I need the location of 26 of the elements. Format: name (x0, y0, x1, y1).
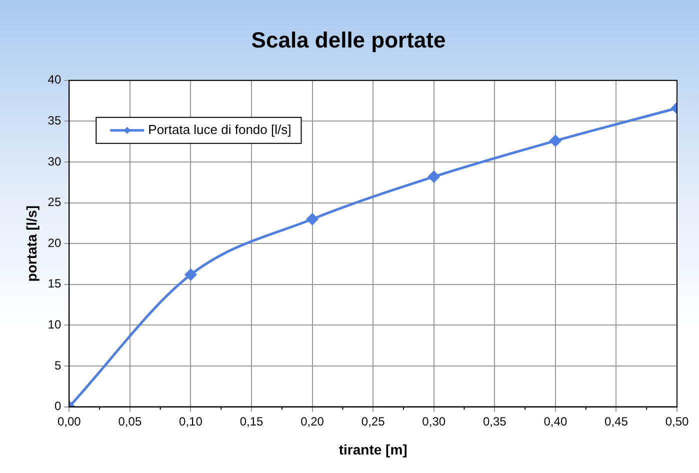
y-tick-label: 35 (48, 114, 62, 128)
x-tick-label: 0,10 (179, 414, 203, 428)
point (428, 170, 440, 182)
point (306, 213, 318, 225)
x-tick-label: 0,35 (482, 414, 507, 428)
x-tick-label: 0,00 (57, 414, 82, 428)
x-tick-label: 0,30 (422, 414, 446, 428)
y-axis-title: portata [l/s] (23, 205, 40, 282)
x-tick-label: 0,15 (240, 414, 264, 428)
chart-title: Scala delle portate (251, 27, 446, 52)
y-tick-label: 25 (48, 195, 62, 210)
x-tick-label: 0,05 (118, 414, 142, 428)
x-tick-label: 0,20 (300, 414, 324, 428)
legend-label: Portata luce di fondo [l/s] (148, 122, 292, 137)
x-tick-label: 0,50 (665, 414, 689, 428)
x-axis-title: tirante [m] (338, 441, 408, 458)
x-tick-label: 0,45 (604, 414, 628, 428)
y-tick-label: 5 (54, 358, 62, 372)
x-tick-label: 0,40 (544, 414, 568, 428)
y-tick-label: 10 (48, 318, 62, 332)
y-tick-label: 30 (48, 154, 62, 168)
y-tick-label: 20 (48, 236, 62, 250)
y-tick-label: 15 (48, 276, 62, 291)
x-tick-label: 0,25 (361, 414, 386, 428)
y-tick-label: 0 (54, 399, 62, 414)
y-tick-label: 40 (48, 72, 62, 87)
